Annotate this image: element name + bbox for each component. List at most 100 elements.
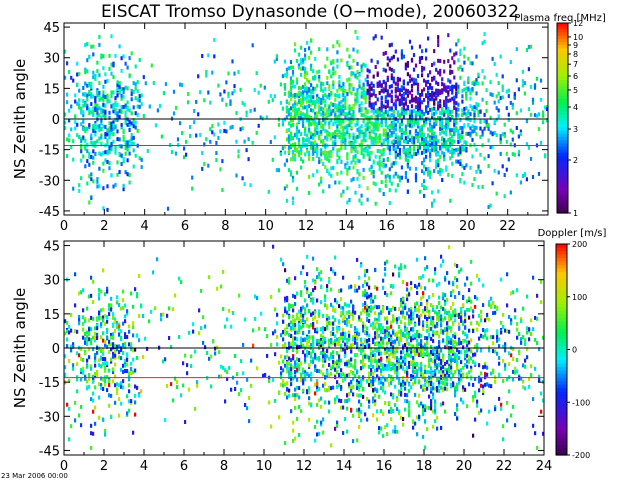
data-point <box>304 114 307 119</box>
data-point <box>350 148 353 153</box>
data-point <box>471 129 474 134</box>
data-point <box>120 122 123 127</box>
data-point <box>94 106 97 111</box>
data-point <box>126 352 129 357</box>
data-point <box>312 256 315 261</box>
data-point <box>96 60 99 65</box>
data-point <box>392 102 395 107</box>
data-point <box>372 337 375 342</box>
data-point <box>443 157 446 162</box>
data-point <box>88 355 91 360</box>
data-point <box>98 42 101 47</box>
data-point <box>276 342 279 347</box>
data-point <box>64 112 67 117</box>
data-point <box>457 113 460 118</box>
data-point <box>445 132 448 137</box>
data-point <box>285 129 288 134</box>
data-point <box>342 86 345 91</box>
data-point <box>378 138 381 143</box>
data-point <box>310 292 313 296</box>
data-point <box>112 63 115 68</box>
data-point <box>342 108 345 113</box>
data-point <box>320 132 323 136</box>
data-point <box>473 125 476 130</box>
data-point <box>366 396 369 401</box>
data-point <box>291 103 295 108</box>
data-point <box>120 335 123 340</box>
data-point <box>324 294 327 299</box>
data-point <box>332 134 335 139</box>
data-point <box>302 265 305 270</box>
data-point <box>386 432 389 436</box>
data-point <box>429 148 432 153</box>
data-point <box>449 98 452 103</box>
data-point <box>182 383 185 388</box>
data-point <box>330 111 333 116</box>
data-point <box>283 144 286 149</box>
data-point <box>66 344 69 349</box>
data-point <box>328 132 331 137</box>
data-point <box>336 88 339 93</box>
data-point <box>406 72 409 77</box>
data-point <box>402 356 405 361</box>
data-point <box>457 90 460 94</box>
data-point <box>410 374 413 378</box>
data-point <box>110 342 113 347</box>
data-point <box>418 403 421 408</box>
data-point <box>416 131 420 136</box>
data-point <box>203 142 206 147</box>
data-point <box>326 156 329 161</box>
data-point <box>453 118 456 123</box>
data-point <box>348 111 351 115</box>
data-point <box>374 377 377 382</box>
data-point <box>312 156 315 161</box>
data-point <box>453 129 456 134</box>
data-point <box>120 68 123 73</box>
data-point <box>110 307 113 312</box>
data-point <box>376 107 379 112</box>
data-point <box>445 119 448 124</box>
data-point <box>76 61 79 66</box>
data-point <box>283 83 286 88</box>
data-point <box>366 282 369 287</box>
data-point <box>306 90 309 95</box>
data-point <box>100 96 103 101</box>
data-point <box>328 184 331 189</box>
data-point <box>243 182 246 187</box>
data-point <box>70 104 73 109</box>
data-point <box>358 315 361 320</box>
data-point <box>108 53 111 58</box>
data-point <box>449 112 452 117</box>
data-point <box>408 147 412 152</box>
data-point <box>130 141 133 146</box>
data-point <box>416 338 419 343</box>
data-point <box>300 144 303 149</box>
data-point <box>320 270 323 275</box>
data-point <box>176 380 179 385</box>
data-point <box>372 340 375 345</box>
data-point <box>116 347 119 352</box>
data-point <box>390 409 393 414</box>
data-point <box>386 326 389 331</box>
data-point <box>316 388 319 393</box>
data-point <box>473 105 476 110</box>
data-point <box>537 171 541 176</box>
data-point <box>346 344 349 349</box>
data-point <box>388 84 391 89</box>
data-point <box>102 109 105 114</box>
data-point <box>406 378 409 383</box>
data-point <box>370 383 373 388</box>
data-point <box>142 114 145 118</box>
data-point <box>72 363 75 368</box>
data-point <box>455 159 458 164</box>
x-tick-label: 10 <box>257 219 274 234</box>
data-point <box>340 104 343 109</box>
data-point <box>116 295 119 300</box>
data-point <box>489 130 492 135</box>
data-point <box>312 95 315 100</box>
data-point <box>354 326 357 331</box>
data-point <box>412 97 416 102</box>
data-point <box>342 327 345 332</box>
data-point <box>372 174 375 179</box>
data-point <box>90 140 93 145</box>
